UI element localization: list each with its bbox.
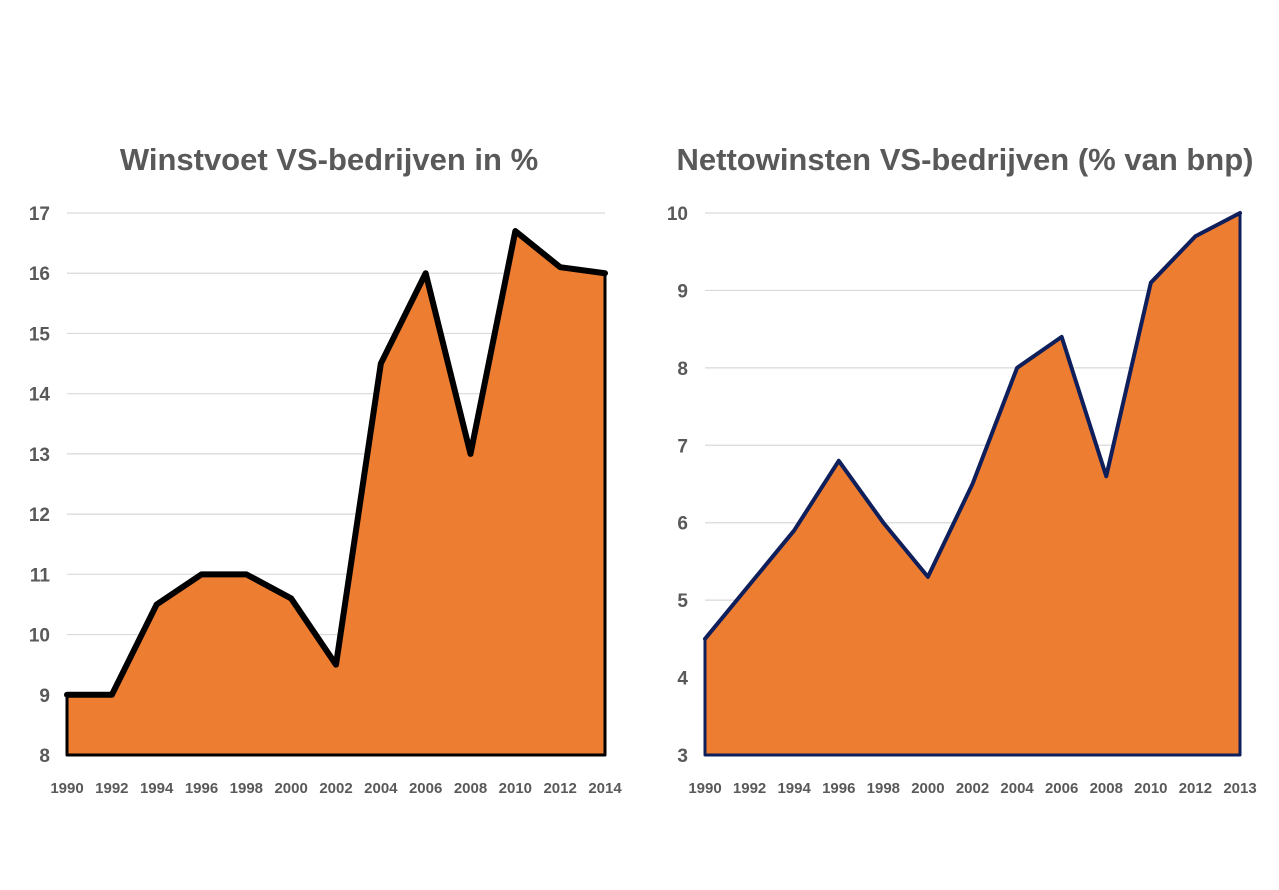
y-tick-label: 10 [667, 204, 688, 225]
x-tick-label: 2012 [1179, 780, 1212, 797]
x-tick-label: 2010 [499, 780, 532, 797]
y-tick-label: 17 [29, 204, 50, 225]
x-tick-label: 1992 [95, 780, 128, 797]
y-tick-label: 15 [29, 324, 51, 345]
x-tick-label: 1998 [867, 780, 900, 797]
x-tick-label: 1996 [822, 780, 855, 797]
y-tick-label: 10 [29, 626, 50, 647]
x-tick-label: 1994 [777, 780, 811, 797]
y-tick-label: 5 [677, 591, 688, 612]
x-tick-label: 2010 [1134, 780, 1167, 797]
x-tick-label: 1990 [688, 780, 721, 797]
x-tick-label: 2008 [454, 780, 487, 797]
y-tick-label: 13 [29, 445, 50, 466]
chart-nettowinsten: Nettowinsten VS-bedrijven (% van bnp) 3 4… [667, 142, 1257, 797]
x-tick-label: 1992 [733, 780, 766, 797]
y-tick-label: 9 [39, 686, 50, 707]
y-tick-label: 16 [29, 264, 50, 285]
y-tick-label: 8 [39, 746, 50, 767]
x-tick-label: 2004 [1000, 780, 1034, 797]
y-tick-label: 9 [677, 281, 688, 302]
chart-title: Nettowinsten VS-bedrijven (% van bnp) [677, 142, 1254, 177]
y-tick-label: 14 [29, 385, 51, 406]
y-tick-label: 4 [677, 669, 688, 690]
area-fill [65, 229, 607, 757]
x-tick-label: 1996 [185, 780, 218, 797]
y-tick-label: 7 [677, 436, 688, 457]
x-tick-label: 2000 [911, 780, 944, 797]
x-tick-label: 2012 [543, 780, 576, 797]
x-tick-label: 2006 [1045, 780, 1078, 797]
y-tick-label: 12 [29, 505, 50, 526]
x-tick-label: 2004 [364, 780, 398, 797]
chart-winstvoet: Winstvoet VS-bedrijven in % 8 9 10 11 12 13 14… [29, 142, 622, 797]
x-tick-label: 2000 [274, 780, 307, 797]
x-tick-label: 2002 [319, 780, 352, 797]
x-tick-label: 1998 [230, 780, 263, 797]
chart-title: Winstvoet VS-bedrijven in % [120, 142, 538, 177]
y-tick-label: 6 [677, 514, 688, 535]
x-tick-label: 2006 [409, 780, 442, 797]
y-tick-label: 11 [30, 565, 51, 586]
x-tick-label: 2002 [956, 780, 989, 797]
x-tick-label: 2013 [1223, 780, 1256, 797]
x-tick-label: 2014 [588, 780, 622, 797]
x-tick-label: 2008 [1090, 780, 1123, 797]
y-tick-label: 8 [677, 359, 688, 380]
x-tick-label: 1990 [50, 780, 83, 797]
x-tick-label: 1994 [140, 780, 174, 797]
y-tick-label: 3 [677, 746, 688, 767]
